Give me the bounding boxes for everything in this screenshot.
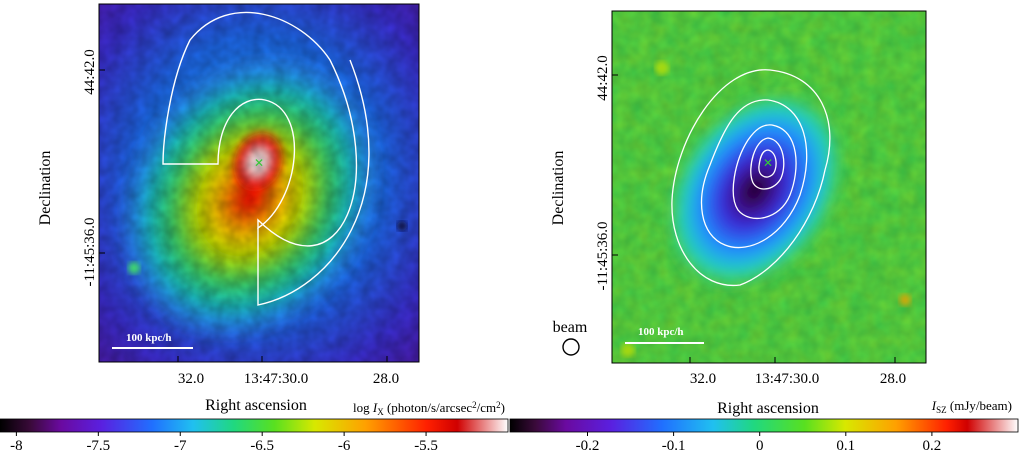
cbar-sz-tick-label: 0.1 [836,438,855,454]
right-ytick-1: -11:45:36.0 [595,221,611,290]
cbar-sz-label: ISZ (mJy/beam) [931,398,1012,415]
right-xtick-2: 28.0 [880,371,906,387]
cbar-x [0,418,509,433]
sz-contours [671,69,831,286]
right-xtick-1: 13:47:30.0 [755,371,820,387]
left-frame [98,3,420,363]
left-ytick-1: -11:45:36.0 [82,217,98,286]
sz-scalebar-label: 100 kpc/h [638,326,684,338]
right-xtick-0: 32.0 [690,371,716,387]
cbar-x-ticks: -8 -7.5 -7 -6.5 -6 -5.5 [10,432,438,454]
center-marker: ✕ [254,156,264,170]
left-xtick-2: 28.0 [373,371,399,387]
sz-map: ✕ 100 kpc/h [612,11,926,363]
left-xlabel: Right ascension [205,397,307,414]
cbar-x-tick-label: -7 [174,438,187,454]
cbar-x-tick-label: -6 [338,438,351,454]
cbar-x-label: log IX (photon/s/arcsec2/cm2) [353,400,505,417]
annulus-region [162,11,358,247]
scalebar-label: 100 kpc/h [126,332,172,344]
left-xtick-0: 32.0 [178,371,204,387]
left-ticks [99,69,388,362]
sz-center-marker: ✕ [763,156,773,170]
left-ylabel: Declination [37,151,54,226]
cbar-sz-tick-label: 0.2 [923,438,942,454]
cbar-sz [509,418,1019,433]
cbar-sz-ticks: -0.2 -0.1 0 0.1 0.2 [576,432,942,454]
left-xtick-1: 13:47:30.0 [244,371,309,387]
right-xlabel: Right ascension [717,400,819,417]
beam-label: beam [553,319,588,336]
cbar-x-tick-label: -7.5 [86,438,110,454]
cbar-sz-tick-label: -0.2 [576,438,600,454]
xray-map: ✕ 100 kpc/h [99,4,419,362]
right-frame [611,10,927,364]
cbar-x-tick-label: -5.5 [414,438,438,454]
right-ytick-0: 44:42.0 [595,55,611,100]
left-ytick-0: 44:42.0 [82,49,98,94]
cbar-sz-tick-label: 0 [756,438,764,454]
cbar-x-tick-label: -6.5 [250,438,274,454]
cbar-sz-tick-label: -0.1 [662,438,686,454]
beam-circle [562,338,580,356]
cbar-x-tick-label: -8 [10,438,23,454]
right-ticks [612,74,896,363]
right-ylabel: Declination [550,151,567,226]
